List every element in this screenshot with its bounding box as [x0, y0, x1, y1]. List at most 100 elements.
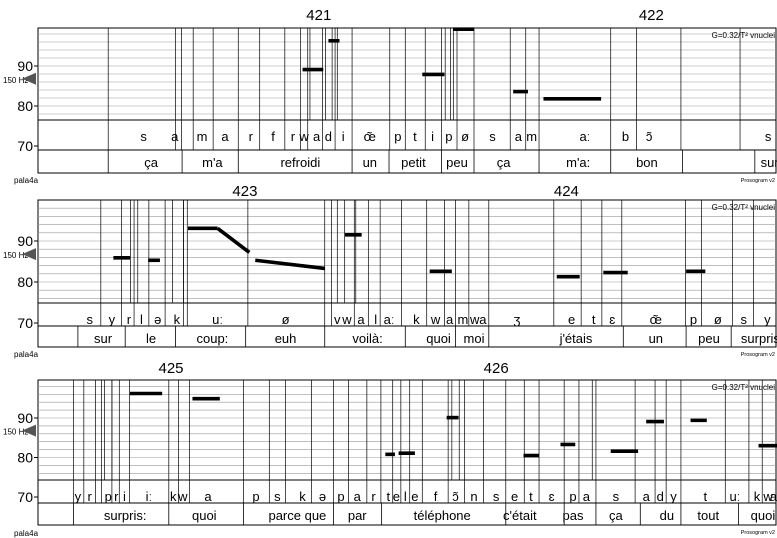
y-tick-label: 80 [17, 450, 33, 466]
phone-label: k [413, 312, 420, 327]
phone-label: b [622, 129, 629, 144]
phone-label: v [334, 312, 341, 327]
phone-label: ø [461, 129, 469, 144]
word-label: le [146, 331, 156, 346]
word-label: petit [401, 155, 426, 170]
phone-label: r [291, 129, 296, 144]
phone-label: aː [579, 129, 590, 144]
ref-label: 150 Hz [3, 251, 28, 260]
y-tick-label: 80 [17, 98, 33, 114]
phone-label: p [105, 489, 112, 504]
version-label: Prosogram v2 [741, 352, 775, 358]
phone-label: w [469, 312, 480, 327]
info-label: G=0.32/T² vnuclei [712, 383, 776, 392]
phone-label: a [643, 489, 651, 504]
file-label: pala4a [14, 350, 39, 359]
word-label: quoi [751, 508, 776, 523]
phone-label: l [140, 312, 143, 327]
segment-number: 423 [232, 183, 257, 200]
word-label: parce que [268, 508, 326, 523]
word-label: du [660, 508, 674, 523]
phone-label: uː [729, 489, 740, 504]
phone-label: a [357, 312, 365, 327]
phone-label: i [431, 129, 434, 144]
phone-label: p [252, 489, 259, 504]
phone-label: a [313, 129, 321, 144]
y-tick-label: 90 [17, 233, 33, 249]
word-label: sur [761, 155, 777, 170]
word-label: ça [144, 155, 159, 170]
phone-label: a [446, 312, 454, 327]
strip-frame [37, 379, 777, 526]
word-label: ça [609, 508, 624, 523]
word-label: c'était [503, 508, 537, 523]
phone-label: s [765, 129, 772, 144]
phone-label: m [526, 129, 537, 144]
phone-label: l [404, 489, 407, 504]
word-label: pas [563, 508, 584, 523]
file-label: pala4a [14, 529, 39, 538]
phone-label: r [114, 489, 119, 504]
phone-label: t [386, 489, 390, 504]
pitch-stylization [255, 258, 325, 271]
word-label: quoi [192, 508, 217, 523]
word-label: bon [636, 155, 658, 170]
phone-label: y [75, 489, 82, 504]
word-label: peu [698, 331, 720, 346]
strip-frame [37, 27, 777, 174]
phone-label: e [411, 489, 418, 504]
phone-label: s [140, 129, 147, 144]
phone-label: ɛ [549, 489, 555, 504]
word-label: refroidi [280, 155, 320, 170]
phone-label: r [249, 129, 254, 144]
phone-label: t [592, 312, 596, 327]
phone-label: p [569, 489, 576, 504]
phone-label: d [657, 489, 664, 504]
word-label: coup: [196, 331, 228, 346]
phone-label: ø [282, 312, 290, 327]
phone-label: i [123, 489, 126, 504]
phone-label: w [430, 312, 441, 327]
word-label: voilà: [352, 331, 382, 346]
ref-label: 150 Hz [3, 76, 28, 85]
phone-label: ʒ [513, 312, 520, 327]
phone-label: œ̃ [364, 129, 376, 144]
phone-label: œ̃ [650, 312, 662, 327]
y-tick-label: 70 [17, 489, 33, 505]
phone-label: f [271, 129, 275, 144]
phone-label: a [583, 489, 591, 504]
word-label: un [363, 155, 377, 170]
word-label: moi [464, 331, 485, 346]
phone-label: p [394, 129, 401, 144]
segment-number: 425 [159, 360, 184, 377]
phone-label: y [109, 312, 116, 327]
ref-label: 150 Hz [3, 428, 28, 437]
phone-label: w [298, 129, 309, 144]
y-tick-label: 90 [17, 58, 33, 74]
phone-label: e [511, 489, 518, 504]
phone-label: p [445, 129, 452, 144]
phone-label: s [493, 489, 500, 504]
ref-marker [22, 72, 36, 85]
phone-label: w [177, 489, 188, 504]
phone-label: r [88, 489, 93, 504]
phone-label: a [479, 312, 487, 327]
word-label: m'a: [566, 155, 590, 170]
y-tick-label: 80 [17, 274, 33, 290]
phone-label: a [770, 489, 777, 504]
phone-label: s [86, 312, 93, 327]
info-label: G=0.32/T² vnuclei [712, 31, 776, 40]
phone-label: i [342, 129, 345, 144]
phone-label: y [670, 489, 677, 504]
phone-label: s [740, 312, 747, 327]
info-label: G=0.32/T² vnuclei [712, 203, 776, 212]
phone-label: t [529, 489, 533, 504]
segment-number: 422 [639, 7, 664, 24]
word-label: surpris: [741, 331, 777, 346]
phone-label: uː [212, 312, 223, 327]
phone-label: a [221, 129, 229, 144]
version-label: Prosogram v2 [741, 530, 775, 536]
segment-number: 421 [306, 7, 331, 24]
phone-label: p [337, 489, 344, 504]
